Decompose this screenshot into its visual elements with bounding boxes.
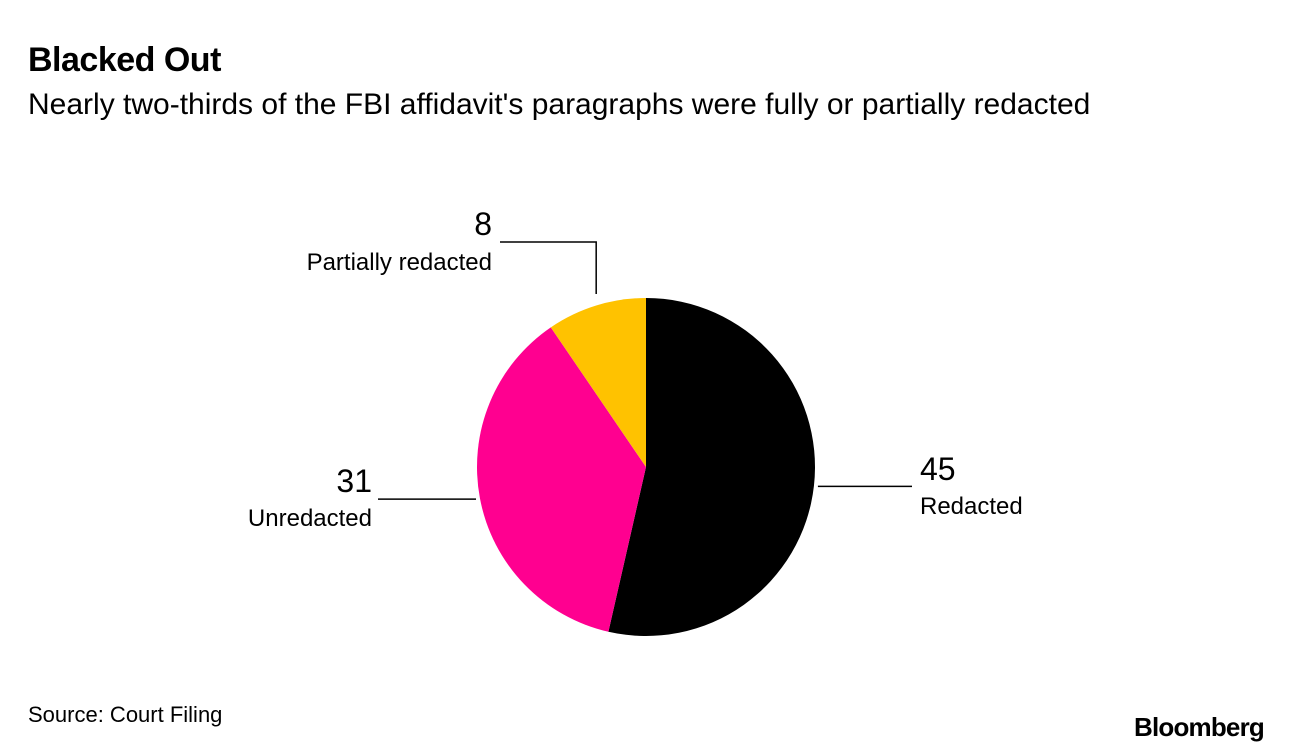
bloomberg-logo: Bloomberg (1133, 712, 1265, 742)
leader-line-partially-redacted (500, 241, 597, 294)
slice-label-redacted: Redacted (920, 493, 1023, 520)
leader-lines (378, 241, 912, 500)
pie-slice-partially-redacted (550, 298, 646, 467)
pie-slice-unredacted (477, 327, 646, 632)
slice-value-redacted: 45 (920, 451, 956, 487)
chart-title: Blacked Out (28, 41, 221, 79)
slice-label-partially-redacted: Partially redacted (307, 249, 492, 276)
source-note: Source: Court Filing (28, 702, 223, 727)
slice-label-unredacted: Unredacted (248, 505, 372, 532)
pie-slices (477, 298, 815, 636)
pie-slice-redacted (608, 298, 815, 636)
chart-subtitle: Nearly two-thirds of the FBI affidavit's… (28, 88, 1091, 121)
slice-value-partially-redacted: 8 (474, 206, 492, 242)
slice-value-unredacted: 31 (336, 463, 372, 499)
